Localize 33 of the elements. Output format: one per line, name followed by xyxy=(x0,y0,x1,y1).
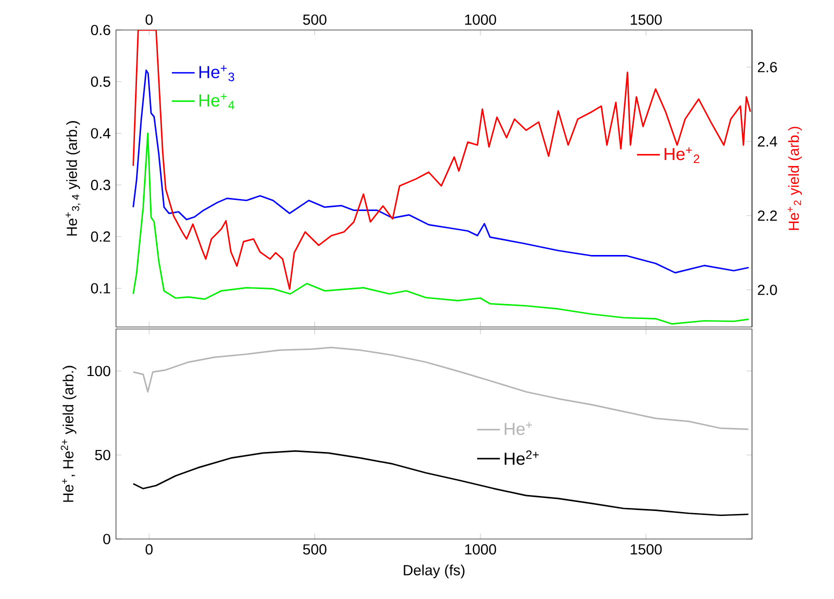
y-tick-label: 0.1 xyxy=(91,283,110,294)
x-tick-label: 1500 xyxy=(630,14,662,25)
y-tick-label: 50 xyxy=(95,450,110,460)
x-tick-label: 1500 xyxy=(630,544,662,555)
x-axis-title: Delay (fs) xyxy=(404,564,464,578)
x-tick-label: 0 xyxy=(146,544,153,555)
x-tick-label: 0 xyxy=(146,14,153,25)
legend-label: He$^{+}$4 xyxy=(199,94,234,110)
y-tick-label: 100 xyxy=(87,366,110,376)
y2-tick-label: 2.0 xyxy=(758,284,777,296)
y-tick-label: 0 xyxy=(103,534,110,544)
y2-tick-label: 2.6 xyxy=(758,62,777,72)
line-series xyxy=(132,30,752,290)
x-tick-label: 500 xyxy=(303,14,326,25)
legend-label: He$^{+}$2 xyxy=(664,147,700,164)
y-tick-label: 0.5 xyxy=(91,76,110,87)
x-tick-label: 500 xyxy=(303,544,326,555)
y-axis-title: He$^{+}$, He$^{2+}$ yield (arb.) xyxy=(60,366,76,502)
x-tick-label: 1000 xyxy=(465,544,496,555)
y-tick-label: 0.2 xyxy=(91,231,110,242)
y2-tick-label: 2.2 xyxy=(758,210,777,221)
line-series xyxy=(132,450,750,516)
y-tick-label: 0.3 xyxy=(91,180,110,190)
line-series xyxy=(132,132,750,325)
y2-axis-title: He$^{+}$$_{2}$ yield (arb.) xyxy=(788,126,802,230)
legend-label: He$^{+}$ xyxy=(504,422,532,436)
y-tick-label: 0.6 xyxy=(91,24,110,36)
legend-label: He$^{+}$3 xyxy=(199,65,234,82)
y2-tick-label: 2.4 xyxy=(758,136,778,146)
legend-label: He$^{2+}$ xyxy=(504,450,539,465)
y-axis-title: He$^{+}$$_{3, 4}$ yield (arb.) xyxy=(66,121,80,236)
x-tick-label: 1000 xyxy=(465,14,496,25)
y-tick-label: 0.4 xyxy=(91,128,110,138)
